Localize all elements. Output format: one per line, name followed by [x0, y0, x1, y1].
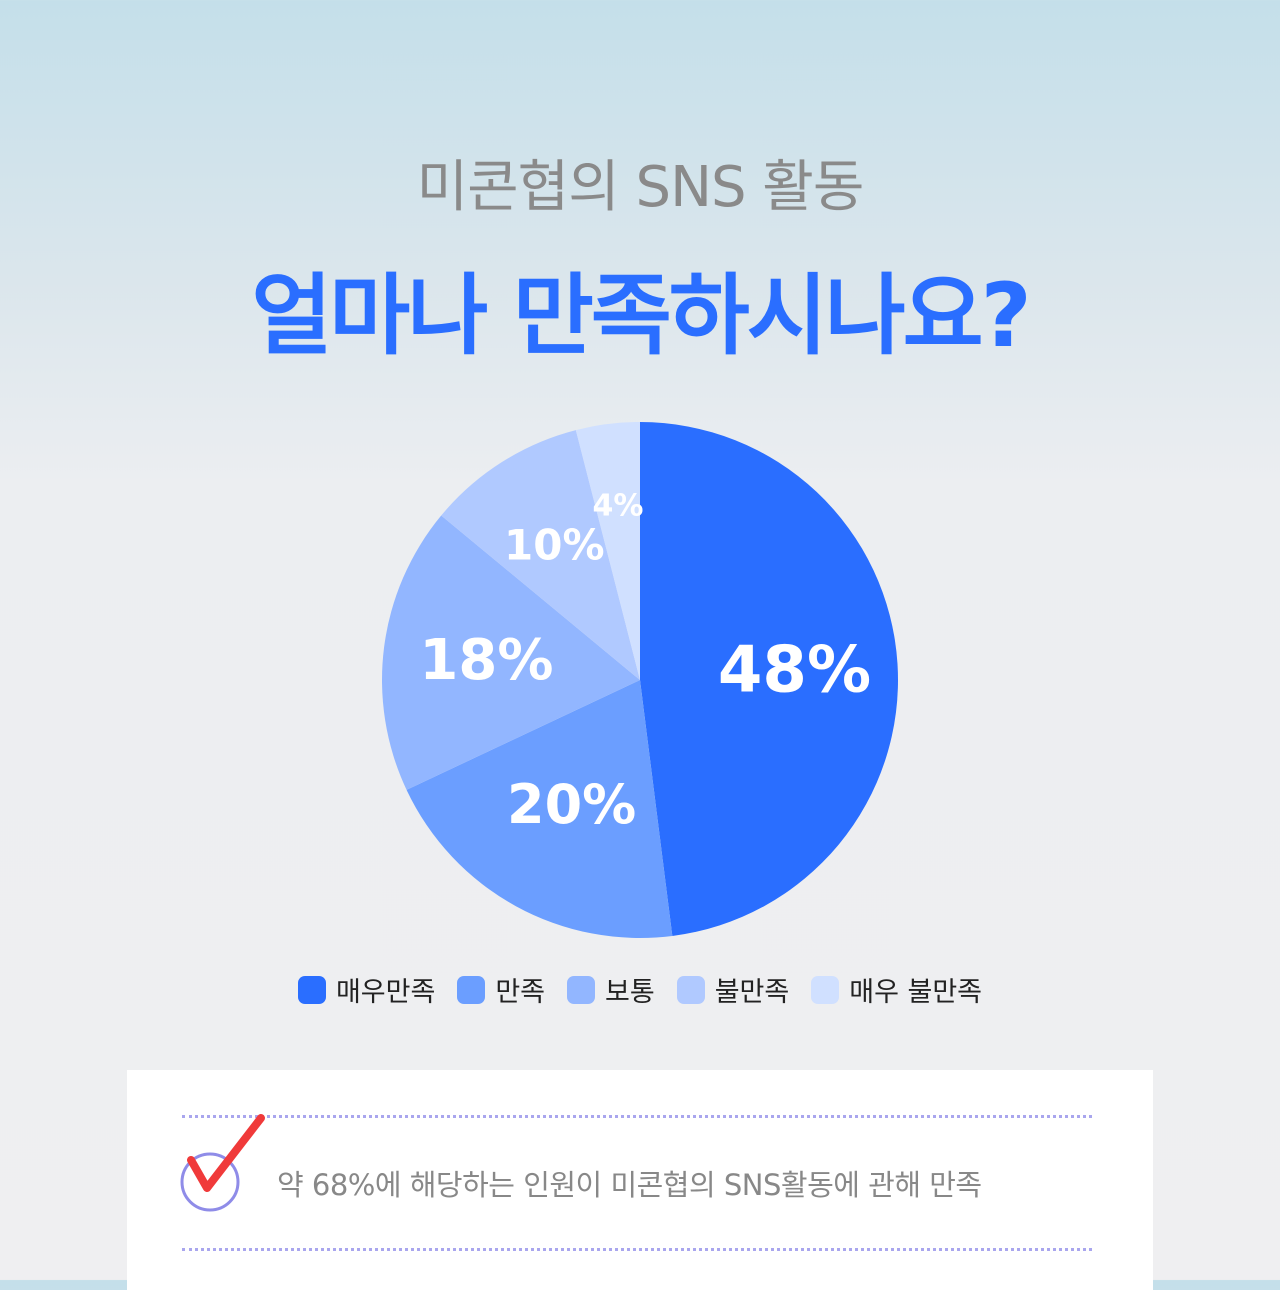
legend-item: 매우 불만족 — [811, 970, 982, 1009]
page-title: 얼마나 만족하시나요? — [251, 264, 1031, 367]
legend-item: 만족 — [457, 970, 545, 1009]
legend-swatch — [567, 975, 596, 1004]
legend: 매우만족 만족 보통 불만족 매우 불만족 — [0, 970, 1280, 1009]
legend-item: 매우만족 — [297, 970, 436, 1009]
data-label: 48% — [718, 633, 871, 707]
legend-swatch — [811, 975, 840, 1004]
pie-slice-5 — [575, 422, 640, 680]
data-label: 20% — [507, 773, 636, 836]
pie-slice-2 — [406, 680, 673, 938]
legend-label: 불만족 — [714, 977, 790, 1008]
legend-label: 매우만족 — [335, 977, 436, 1008]
summary-text: 약 68%에 해당하는 인원이 미콘협의 SNS활동에 관해 만족 — [277, 1168, 982, 1202]
pie-slice-1 — [640, 422, 899, 936]
data-label: 4% — [593, 488, 644, 523]
legend-item: 보통 — [567, 970, 655, 1009]
check-circle-icon — [180, 1114, 265, 1212]
data-label: 18% — [419, 628, 553, 693]
summary-card: 약 68%에 해당하는 인원이 미콘협의 SNS활동에 관해 만족 — [127, 1070, 1153, 1290]
subtitle: 미콘협의 SNS 활동 — [416, 155, 865, 220]
dotted-divider — [182, 1248, 1092, 1251]
legend-label: 만족 — [495, 977, 546, 1008]
pie-slice-4 — [441, 430, 640, 680]
data-label: 10% — [504, 520, 605, 569]
legend-label: 보통 — [605, 977, 655, 1008]
legend-swatch — [297, 975, 326, 1004]
legend-item: 불만족 — [676, 970, 790, 1009]
dotted-divider — [182, 1115, 1092, 1118]
legend-swatch — [457, 975, 486, 1004]
legend-swatch — [676, 975, 705, 1004]
legend-label: 매우 불만족 — [849, 977, 983, 1008]
pie-slice-3 — [382, 515, 640, 790]
